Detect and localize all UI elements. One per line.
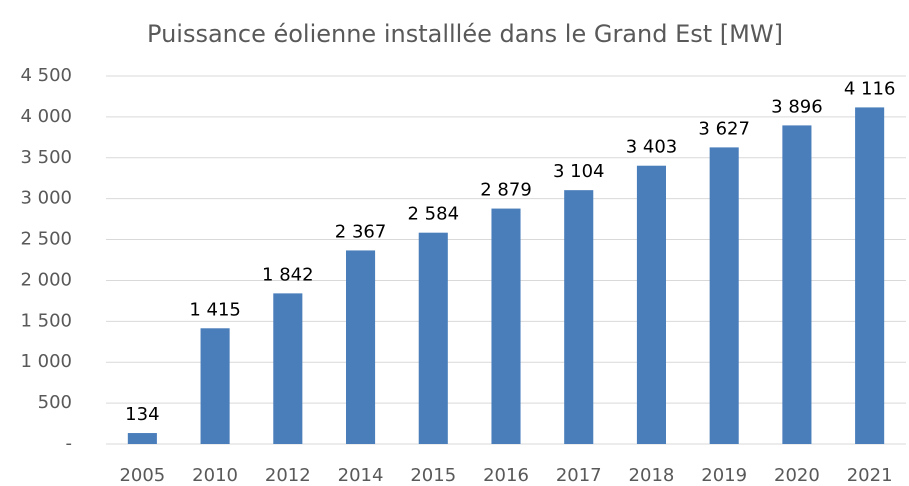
data-label: 3 896	[771, 96, 823, 117]
chart-title: Puissance éolienne installlée dans le Gr…	[147, 20, 783, 48]
bar	[200, 328, 230, 444]
bar	[709, 147, 739, 444]
x-tick-label: 2014	[338, 465, 384, 486]
bar	[855, 107, 885, 445]
bar	[636, 165, 666, 445]
data-label: 3 627	[698, 118, 750, 139]
y-tick-label: 1 000	[20, 351, 72, 372]
data-label: 1 842	[262, 264, 314, 285]
y-tick-label: 2 000	[20, 269, 72, 290]
x-tick-label: 2019	[701, 465, 747, 486]
y-tick-label: 500	[38, 392, 72, 413]
data-label: 134	[125, 404, 159, 425]
y-tick-label: 3 500	[20, 147, 72, 168]
bar	[346, 250, 376, 444]
data-label: 1 415	[189, 299, 241, 320]
x-tick-label: 2018	[629, 465, 675, 486]
x-tick-label: 2020	[774, 465, 820, 486]
x-tick-label: 2012	[265, 465, 311, 486]
y-tick-label: 2 500	[20, 229, 72, 250]
bar	[273, 293, 303, 444]
data-label: 4 116	[844, 78, 896, 99]
y-tick-label: 4 500	[20, 65, 72, 86]
x-tick-label: 2021	[847, 465, 893, 486]
bar	[491, 208, 521, 444]
bar	[418, 232, 448, 444]
data-label: 2 367	[335, 221, 387, 242]
x-tick-label: 2015	[410, 465, 456, 486]
data-label: 3 403	[626, 137, 678, 158]
y-tick-label: -	[66, 433, 73, 454]
x-tick-label: 2010	[192, 465, 238, 486]
y-tick-label: 1 500	[20, 310, 72, 331]
x-tick-label: 2016	[483, 465, 529, 486]
x-tick-label: 2005	[119, 465, 165, 486]
bar	[127, 433, 157, 444]
y-tick-label: 3 000	[20, 188, 72, 209]
data-label: 2 879	[480, 180, 532, 201]
bar	[564, 190, 594, 444]
bar	[782, 125, 812, 445]
data-label: 2 584	[408, 204, 460, 225]
data-label: 3 104	[553, 161, 605, 182]
y-tick-label: 4 000	[20, 106, 72, 127]
x-tick-label: 2017	[556, 465, 602, 486]
